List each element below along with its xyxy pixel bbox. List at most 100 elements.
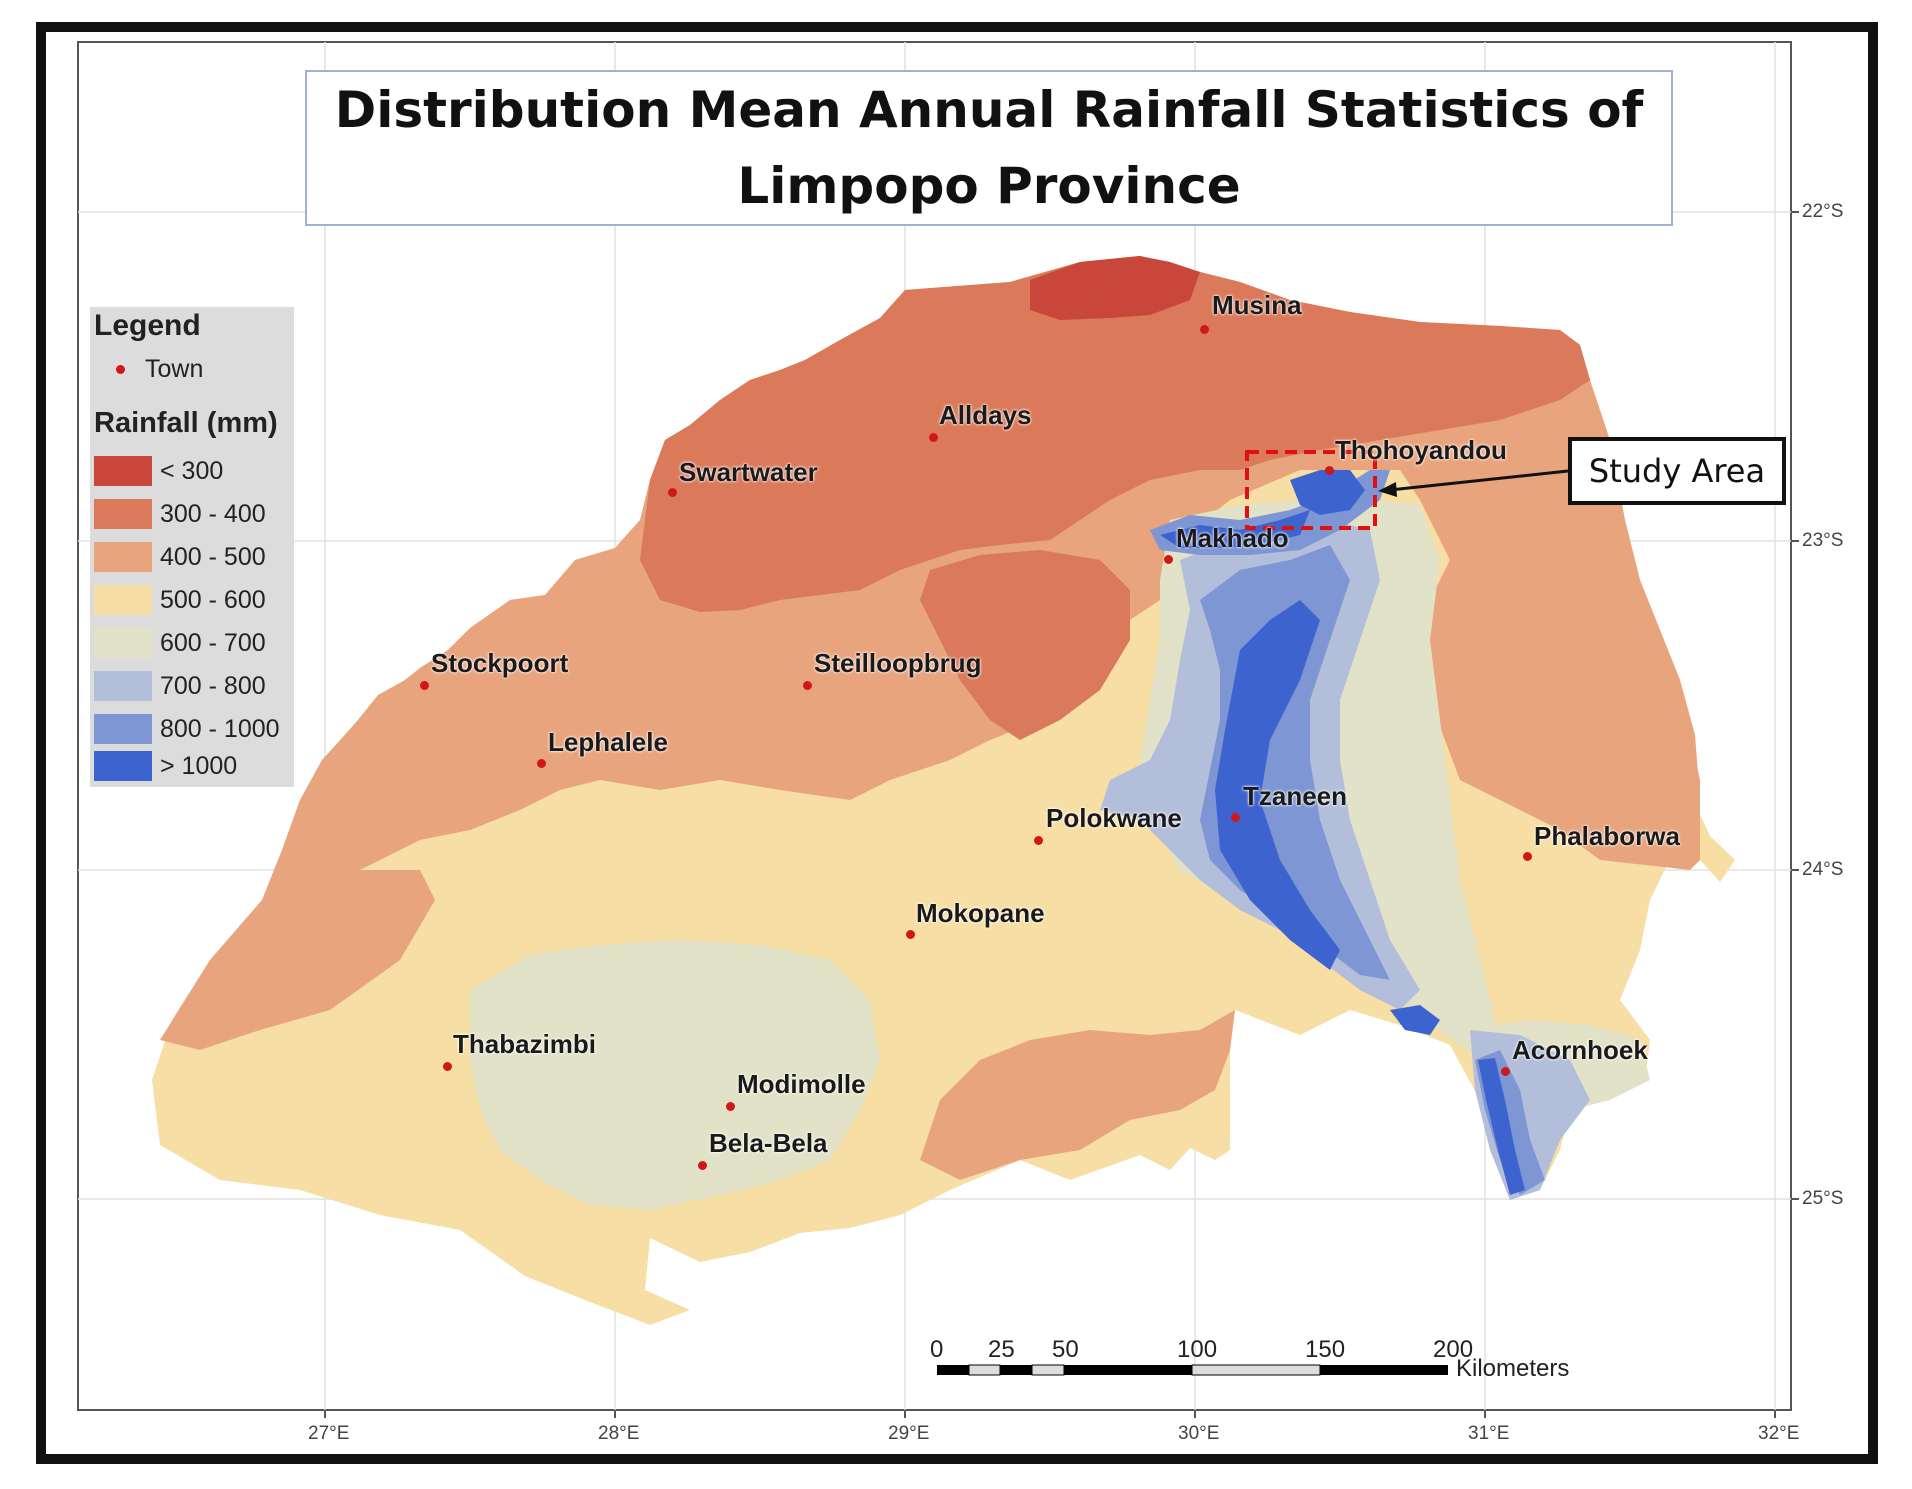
town-label-stockpoort: Stockpoort xyxy=(431,648,569,678)
town-marker-icon xyxy=(1164,555,1173,564)
town-marker-icon xyxy=(726,1102,735,1111)
town-label-tzaneen: Tzaneen xyxy=(1243,781,1348,811)
longitude-tick-label: 28°E xyxy=(598,1423,640,1444)
scale-bar-tick: 25 xyxy=(988,1336,1015,1363)
rainfall-zone-above-1000-river xyxy=(1390,1005,1440,1035)
town-label-acornhoek: Acornhoek xyxy=(1512,1035,1648,1065)
legend-rainfall-heading: Rainfall (mm) xyxy=(94,407,278,439)
town-label-makhado: Makhado xyxy=(1176,523,1289,553)
legend-class-label: > 1000 xyxy=(160,751,238,780)
legend-swatch xyxy=(94,585,152,615)
rainfall-zone-300-400 xyxy=(640,256,1590,612)
legend-class-label: 700 - 800 xyxy=(160,671,266,700)
map-title-box: Distribution Mean Annual Rainfall Statis… xyxy=(305,70,1673,226)
rainfall-zone-above-1000 xyxy=(1215,600,1340,970)
rainfall-zone-above-1000-study xyxy=(1290,470,1365,515)
town-label-phalaborwa: Phalaborwa xyxy=(1534,821,1680,851)
legend-class-row: 400 - 500 xyxy=(94,540,266,574)
town-label-polokwane: Polokwane xyxy=(1046,803,1182,833)
town-label-steilloopbrug: Steilloopbrug xyxy=(814,648,982,678)
latitude-tick-label: 25°S xyxy=(1802,1188,1844,1209)
legend-heading: Legend xyxy=(94,309,201,342)
town-label-bela-bela: Bela-Bela xyxy=(709,1128,828,1158)
town-marker-icon xyxy=(1231,813,1240,822)
study-area-arrowhead xyxy=(1378,482,1397,497)
town-marker-icon xyxy=(1325,466,1334,475)
town-marker-icon xyxy=(1501,1067,1510,1076)
longitude-tick-label: 31°E xyxy=(1468,1423,1510,1444)
legend-class-label: 300 - 400 xyxy=(160,499,266,528)
legend-swatch xyxy=(94,456,152,486)
legend-class-label: 600 - 700 xyxy=(160,628,266,657)
town-label-alldays: Alldays xyxy=(939,400,1032,430)
town-marker-icon xyxy=(443,1062,452,1071)
rainfall-zone-above-1000-acornhoek xyxy=(1478,1058,1525,1195)
longitude-tick-label: 32°E xyxy=(1758,1423,1800,1444)
study-area-arrow xyxy=(1389,469,1569,492)
map-neatline xyxy=(77,41,1792,1411)
legend-class-label: 800 - 1000 xyxy=(160,714,280,743)
town-label-thohoyandou: Thohoyandou xyxy=(1335,435,1507,465)
longitude-tick-label: 27°E xyxy=(308,1423,350,1444)
legend-swatch xyxy=(94,714,152,744)
scale-bar-tick: 50 xyxy=(1052,1336,1079,1363)
legend-town-label: Town xyxy=(145,354,204,383)
legend-swatch xyxy=(94,499,152,529)
town-marker-icon xyxy=(420,681,429,690)
legend-class-row: < 300 xyxy=(94,454,223,488)
longitude-tick-label: 29°E xyxy=(888,1423,930,1444)
longitude-tick-label: 30°E xyxy=(1178,1423,1220,1444)
rainfall-zone-400-500-southwest xyxy=(160,870,435,1050)
legend-class-row: 300 - 400 xyxy=(94,497,266,531)
rainfall-zone-400-500-east xyxy=(1440,440,1700,860)
rainfall-zone-600-700-southwest xyxy=(470,940,880,1210)
study-area-label: Study Area xyxy=(1588,452,1766,490)
town-label-thabazimbi: Thabazimbi xyxy=(453,1029,597,1059)
latitude-tick-label: 24°S xyxy=(1802,859,1844,880)
legend-class-row: 700 - 800 xyxy=(94,669,266,703)
scale-bar-tick: 100 xyxy=(1177,1336,1218,1363)
rainfall-zone-below-300 xyxy=(1030,256,1200,320)
scale-bar-tick: 0 xyxy=(930,1336,944,1363)
legend-class-row: 600 - 700 xyxy=(94,626,266,660)
town-label-lephalele: Lephalele xyxy=(548,727,668,757)
town-marker-icon xyxy=(698,1161,707,1170)
study-area-outline xyxy=(1245,450,1377,530)
town-label-swartwater: Swartwater xyxy=(679,457,818,487)
latitude-tick-label: 23°S xyxy=(1802,530,1844,551)
town-marker-icon xyxy=(116,364,125,374)
scale-bar-tick: 150 xyxy=(1305,1336,1346,1363)
latitude-tick-label: 22°S xyxy=(1802,201,1844,222)
legend-swatch xyxy=(94,628,152,658)
rainfall-zone-400-500-south xyxy=(920,1010,1235,1180)
town-marker-icon xyxy=(1034,836,1043,845)
town-label-modimolle: Modimolle xyxy=(737,1069,866,1099)
legend-class-label: 400 - 500 xyxy=(160,542,266,571)
legend-town-row: Town xyxy=(94,352,203,386)
legend: Legend Town Rainfall (mm) < 300 300 - 40… xyxy=(90,307,294,787)
town-label-musina: Musina xyxy=(1212,290,1302,320)
study-area-label-box: Study Area xyxy=(1568,437,1786,505)
town-marker-icon xyxy=(1200,325,1209,334)
legend-swatch xyxy=(94,751,152,781)
legend-class-label: 500 - 600 xyxy=(160,585,266,614)
scale-bar xyxy=(937,1364,1448,1376)
scale-bar-tick: 200 xyxy=(1433,1336,1474,1363)
legend-class-row: 800 - 1000 xyxy=(94,712,280,746)
axis-ticks xyxy=(324,211,1799,1418)
legend-class-row: > 1000 xyxy=(94,749,237,783)
scale-bar-unit: Kilometers xyxy=(1456,1355,1570,1382)
map-title: Distribution Mean Annual Rainfall Statis… xyxy=(334,81,1644,215)
legend-swatch xyxy=(94,671,152,701)
legend-class-label: < 300 xyxy=(160,456,224,485)
town-marker-icon xyxy=(906,930,915,939)
town-marker-icon xyxy=(929,433,938,442)
town-marker-icon xyxy=(803,681,812,690)
legend-class-row: 500 - 600 xyxy=(94,583,266,617)
rainfall-zone-300-400-central xyxy=(920,550,1130,740)
town-marker-icon xyxy=(537,759,546,768)
town-marker-icon xyxy=(1523,852,1532,861)
town-label-mokopane: Mokopane xyxy=(916,898,1045,928)
rainfall-zone-above-1000-north xyxy=(1160,510,1310,548)
